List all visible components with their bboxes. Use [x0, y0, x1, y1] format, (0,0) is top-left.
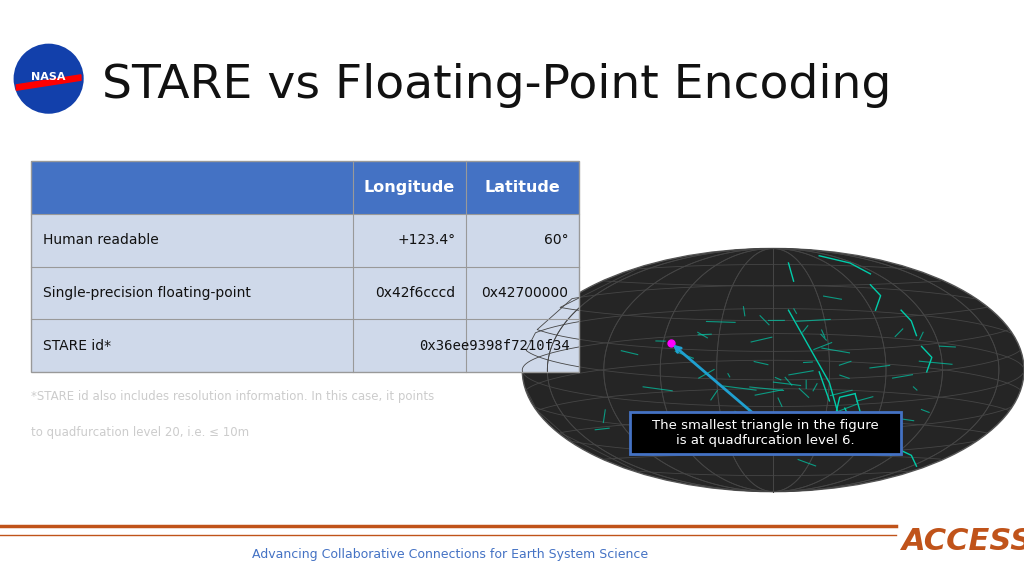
Text: 0x42700000: 0x42700000 [481, 286, 568, 300]
Text: Latitude: Latitude [484, 180, 560, 195]
Text: *STARE id also includes resolution information. In this case, it points: *STARE id also includes resolution infor… [31, 390, 434, 403]
Text: +123.4°: +123.4° [397, 233, 456, 247]
Text: The smallest triangle in the figure
is at quadfurcation level 6.: The smallest triangle in the figure is a… [652, 419, 879, 446]
Text: Advancing Collaborative Connections for Earth System Science: Advancing Collaborative Connections for … [253, 548, 648, 561]
Text: ACCESS: ACCESS [902, 527, 1024, 556]
Bar [31, 267, 579, 319]
Polygon shape [16, 75, 81, 90]
Text: 0x42f6cccd: 0x42f6cccd [376, 286, 456, 300]
Ellipse shape [522, 248, 1024, 492]
Text: Human readable: Human readable [43, 233, 159, 247]
Text: STARE vs Floating-Point Encoding: STARE vs Floating-Point Encoding [102, 63, 892, 108]
Text: STARE id*: STARE id* [43, 339, 112, 353]
Text: 60°: 60° [544, 233, 568, 247]
Circle shape [12, 43, 85, 115]
Bar [31, 161, 579, 372]
Text: 0x36ee9398f7210f34: 0x36ee9398f7210f34 [420, 339, 570, 353]
Bar [31, 214, 579, 267]
Bar [630, 412, 901, 453]
Text: to quadfurcation level 20, i.e. ≤ 10m: to quadfurcation level 20, i.e. ≤ 10m [31, 426, 249, 439]
Bar [31, 319, 579, 372]
Bar [31, 161, 579, 214]
Text: Single-precision floating-point: Single-precision floating-point [43, 286, 251, 300]
Text: NASA: NASA [32, 72, 66, 82]
Text: Longitude: Longitude [364, 180, 456, 195]
